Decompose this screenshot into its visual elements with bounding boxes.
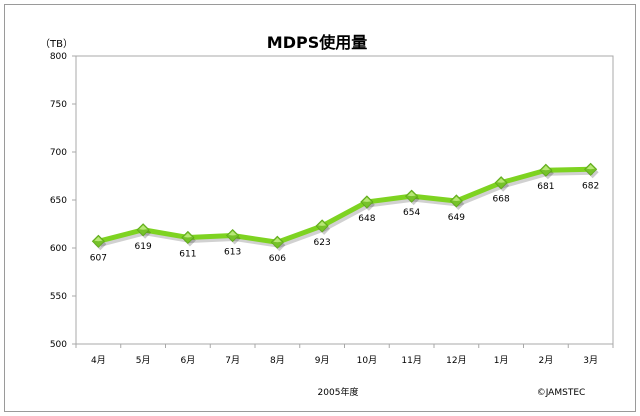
x-tick-label: 4月 bbox=[91, 355, 106, 366]
y-tick-label: 650 bbox=[50, 196, 67, 206]
data-label: 607 bbox=[90, 253, 107, 263]
data-label: 623 bbox=[314, 238, 331, 248]
series-usage bbox=[91, 162, 599, 252]
y-unit-label: （TB） bbox=[40, 38, 73, 50]
data-label: 611 bbox=[179, 249, 196, 259]
data-label: 606 bbox=[269, 254, 286, 264]
data-label: 654 bbox=[403, 208, 420, 218]
y-axis: 500 550 600 650 700 750 800 bbox=[50, 52, 76, 350]
chart-frame: MDPS使用量 （TB） 500 550 600 650 700 750 800 4月 5月 6… bbox=[4, 4, 636, 412]
data-label: 681 bbox=[537, 182, 554, 192]
data-point-highlight bbox=[94, 236, 103, 242]
x-tick-label: 9月 bbox=[315, 355, 330, 366]
data-point-highlight bbox=[407, 191, 416, 197]
y-tick-label: 550 bbox=[50, 292, 67, 302]
x-axis: 4月 5月 6月 7月 8月 9月 10月 11月 12月 1月 2月 3月 bbox=[75, 344, 614, 366]
x-tick-label: 5月 bbox=[136, 355, 151, 366]
data-point-highlight bbox=[228, 231, 237, 236]
series-line bbox=[95, 166, 594, 245]
data-point-highlight bbox=[497, 178, 506, 183]
chart-svg: MDPS使用量 （TB） 500 550 600 650 700 750 800 4月 5月 6… bbox=[40, 33, 614, 398]
y-tick-label: 750 bbox=[50, 100, 67, 110]
series-line-shadow bbox=[99, 169, 593, 248]
x-tick-label: 3月 bbox=[583, 355, 598, 366]
data-label: 682 bbox=[582, 181, 599, 191]
x-tick-label: 2月 bbox=[539, 355, 554, 366]
data-label: 619 bbox=[135, 242, 152, 252]
x-tick-label: 6月 bbox=[181, 355, 196, 366]
y-tick-label: 500 bbox=[50, 340, 67, 350]
data-point-highlight bbox=[362, 197, 371, 202]
data-point-highlight bbox=[541, 165, 550, 171]
data-point-highlight bbox=[318, 221, 327, 226]
data-label: 648 bbox=[358, 214, 375, 224]
data-label: 613 bbox=[224, 248, 241, 258]
y-tick-label: 800 bbox=[50, 52, 67, 62]
data-label: 668 bbox=[493, 195, 510, 205]
fiscal-year-label: 2005年度 bbox=[318, 386, 359, 398]
copyright-label: ©JAMSTEC bbox=[537, 388, 586, 398]
x-tick-label: 11月 bbox=[401, 355, 421, 366]
data-point-highlight bbox=[183, 232, 192, 238]
x-tick-label: 12月 bbox=[446, 355, 466, 366]
plot-area bbox=[75, 55, 614, 345]
x-tick-label: 1月 bbox=[494, 355, 509, 366]
x-tick-label: 10月 bbox=[357, 355, 377, 366]
chart-title: MDPS使用量 bbox=[267, 33, 367, 52]
data-point-highlight bbox=[139, 225, 148, 230]
data-point-highlight bbox=[452, 196, 461, 201]
data-labels: 607 619 611 613 606 623 648 654 649 668 681 682 bbox=[90, 181, 599, 264]
x-tick-label: 7月 bbox=[225, 355, 240, 366]
data-label: 649 bbox=[448, 213, 465, 223]
data-point-highlight bbox=[273, 237, 282, 243]
y-tick-label: 600 bbox=[50, 244, 67, 254]
data-point-highlight bbox=[586, 164, 595, 170]
y-tick-label: 700 bbox=[50, 148, 67, 158]
x-tick-label: 8月 bbox=[270, 355, 285, 366]
